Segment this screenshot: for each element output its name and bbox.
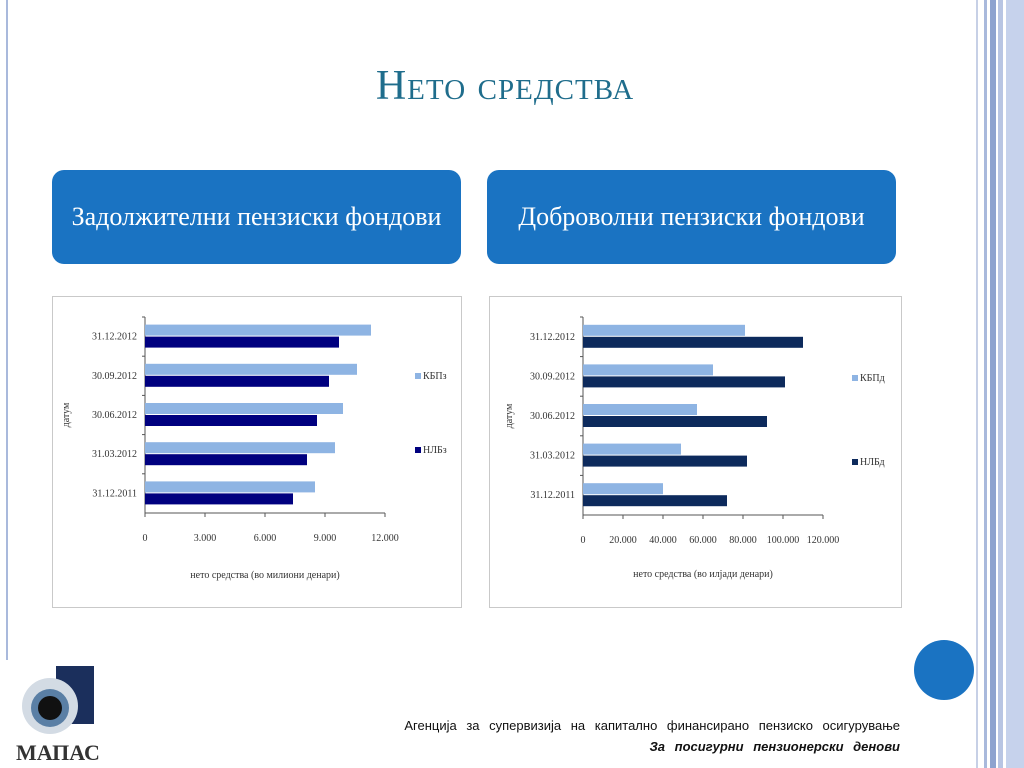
bar-НЛБд-30.06.2012: [583, 416, 767, 427]
voluntary-funds-chart: 31.12.2012 30.09.2012 30.06.2012 31.03.2012…: [489, 296, 902, 608]
bar-КБПз-31.12.2011: [145, 481, 315, 493]
x-tick-label: 100.000: [767, 535, 800, 546]
category-tick-label: 30.06.2012: [92, 410, 137, 421]
category-tick-label: 30.09.2012: [530, 371, 575, 382]
x-tick-label: 0: [143, 533, 148, 544]
logo-text: МАПАС: [16, 740, 100, 764]
bar-НЛБз-31.12.2011: [145, 493, 293, 505]
x-axis-label: нето средства (во милиони денари): [190, 570, 339, 581]
bar-КБПд-30.06.2012: [583, 404, 697, 415]
voluntary-funds-chart-svg: 31.12.2012 30.09.2012 30.06.2012 31.03.2012…: [504, 316, 885, 580]
x-tick-label: 60.000: [689, 535, 717, 546]
eye-logo-icon: [22, 666, 94, 734]
mandatory-funds-chart-svg: 31.12.2012 30.09.2012 30.06.2012 31.03.2012…: [61, 316, 447, 581]
bar-НЛБд-31.12.2012: [583, 336, 803, 348]
category-tick-label: 30.09.2012: [92, 371, 137, 382]
x-tick-label: 12.000: [371, 533, 399, 544]
decorative-circle: [914, 640, 974, 700]
category-tick-label: 31.03.2012: [92, 449, 137, 460]
bar-КБПд-31.12.2011: [583, 483, 663, 495]
x-tick-label: 0: [581, 535, 586, 546]
legend-entry-НЛБз: НЛБз: [423, 445, 447, 456]
slide-title: Нето средства: [375, 63, 635, 109]
category-tick-label: 31.12.2011: [530, 490, 575, 501]
bar-КБПз-30.09.2012: [145, 363, 357, 375]
bar-КБПд-31.12.2012: [583, 324, 745, 336]
voluntary-funds-label: Доброволни пензиски фондови: [487, 170, 896, 264]
x-tick-label: 80.000: [729, 535, 757, 546]
x-tick-label: 120.000: [807, 535, 840, 546]
category-tick-label: 31.03.2012: [530, 451, 575, 462]
mandatory-funds-label: Задолжителни пензиски фондови: [52, 170, 461, 264]
legend-entry-КБПд: КБПд: [860, 373, 885, 384]
legend-swatch-НЛБз: [415, 447, 421, 453]
x-tick-label: 3.000: [194, 533, 217, 544]
legend-swatch-КБПд: [852, 375, 858, 381]
bar-НЛБд-31.03.2012: [583, 455, 747, 467]
x-tick-label: 20.000: [609, 535, 637, 546]
bar-КБПз-30.06.2012: [145, 403, 343, 414]
category-tick-label: 31.12.2012: [530, 332, 575, 343]
footer-agency-name: Агенција за супервизија на капитално фин…: [404, 718, 900, 733]
x-axis-label: нето средства (во илјади денари): [633, 569, 773, 580]
category-tick-label: 31.12.2011: [92, 488, 137, 499]
bar-НЛБз-31.03.2012: [145, 454, 307, 466]
left-border-decoration: [0, 0, 10, 660]
x-tick-label: 40.000: [649, 535, 677, 546]
bar-НЛБд-30.09.2012: [583, 376, 785, 388]
y-axis-label: датум: [61, 402, 72, 427]
right-border-decoration: [976, 0, 1024, 768]
category-tick-label: 31.12.2012: [92, 332, 137, 343]
bar-КБПд-30.09.2012: [583, 364, 713, 376]
mandatory-funds-chart: 31.12.2012 30.09.2012 30.06.2012 31.03.2012…: [52, 296, 462, 608]
bar-НЛБз-31.12.2012: [145, 336, 339, 348]
legend-entry-КБПз: КБПз: [423, 371, 447, 382]
legend-swatch-КБПз: [415, 373, 421, 379]
legend-swatch-НЛБд: [852, 459, 858, 465]
bar-КБПд-31.03.2012: [583, 443, 681, 455]
bar-КБПз-31.03.2012: [145, 442, 335, 454]
footer-slogan: За посигурни пензионерски денови: [649, 739, 900, 754]
mapas-logo: МАПАС: [16, 666, 100, 764]
category-tick-label: 30.06.2012: [530, 411, 575, 422]
bar-НЛБз-30.06.2012: [145, 415, 317, 426]
x-tick-label: 6.000: [254, 533, 277, 544]
bar-КБПз-31.12.2012: [145, 324, 371, 336]
x-tick-label: 9.000: [314, 533, 337, 544]
bar-НЛБд-31.12.2011: [583, 495, 727, 507]
bar-НЛБз-30.09.2012: [145, 375, 329, 387]
legend-entry-НЛБд: НЛБд: [860, 457, 885, 468]
y-axis-label: датум: [504, 403, 515, 428]
